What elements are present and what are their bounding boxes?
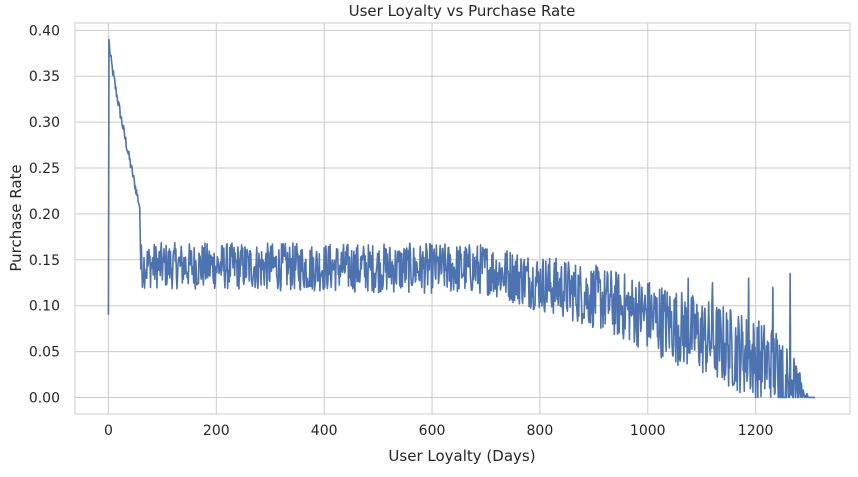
x-tick-label: 0 <box>104 423 113 439</box>
y-tick-label: 0.40 <box>29 23 60 39</box>
series-layer <box>107 38 816 399</box>
x-tick-label: 1000 <box>630 423 666 439</box>
y-tick-label: 0.10 <box>29 299 60 315</box>
x-tick-label: 800 <box>527 423 554 439</box>
y-tick-label: 0.05 <box>29 345 60 361</box>
y-tick-label: 0.30 <box>29 115 60 131</box>
y-tick-label: 0.20 <box>29 207 60 223</box>
series-line <box>107 38 816 399</box>
grid <box>75 23 850 414</box>
x-tick-label: 1200 <box>738 423 774 439</box>
x-axis-title: User Loyalty (Days) <box>388 447 535 465</box>
y-axis-title: Purchase Rate <box>7 164 25 271</box>
x-tick-label: 200 <box>203 423 230 439</box>
x-tick-label: 600 <box>419 423 446 439</box>
x-tick-label: 400 <box>311 423 338 439</box>
x-axis-ticks: 0 200 400 600 800 1000 1200 <box>104 423 773 439</box>
y-tick-label: 0.35 <box>29 69 60 85</box>
y-tick-label: 0.25 <box>29 161 60 177</box>
y-axis-ticks: 0.00 0.05 0.10 0.15 0.20 0.25 0.30 0.35 0.40 <box>29 23 60 406</box>
y-tick-label: 0.15 <box>29 253 60 269</box>
chart-title: User Loyalty vs Purchase Rate <box>349 2 576 20</box>
plot-frame <box>74 22 851 415</box>
y-tick-label: 0.00 <box>29 390 60 406</box>
